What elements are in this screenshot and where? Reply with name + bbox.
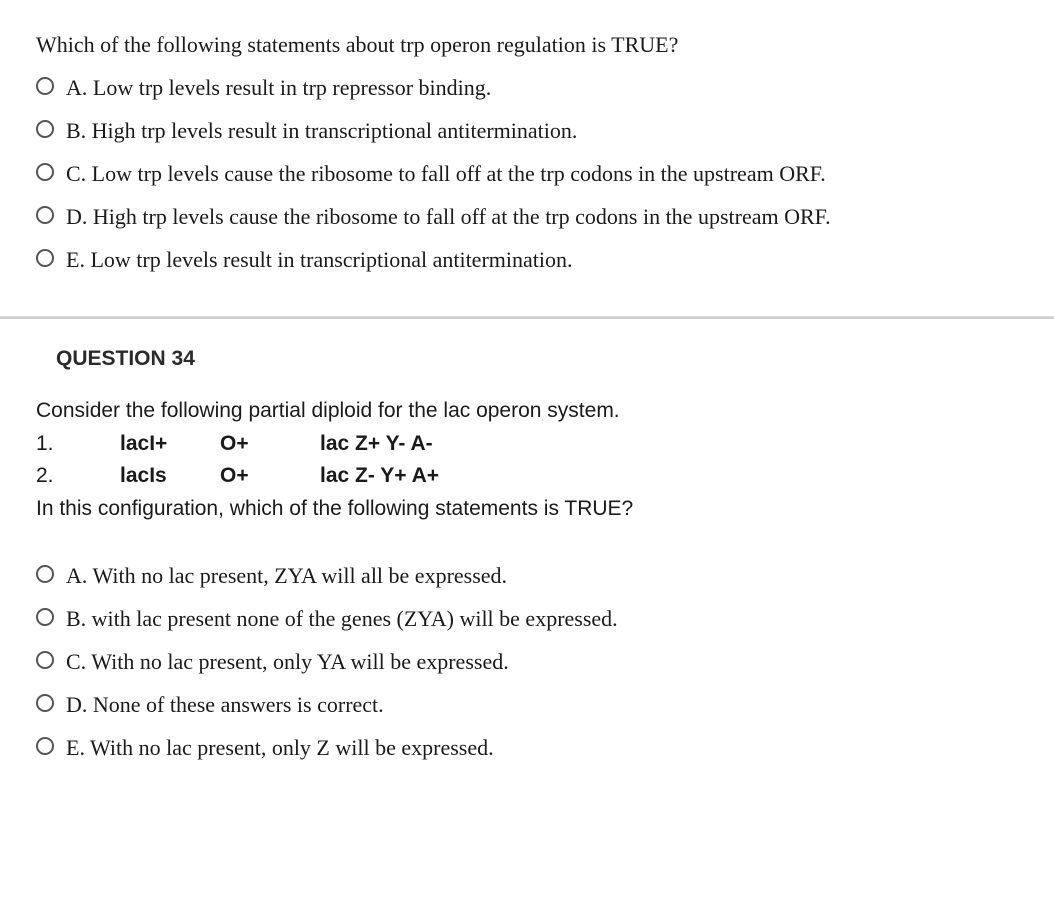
option-b[interactable]: B. with lac present none of the genes (Z… — [36, 602, 1018, 635]
question-header: QUESTION 34 — [56, 347, 1018, 371]
option-c[interactable]: C. With no lac present, only YA will be … — [36, 645, 1018, 678]
question-33: Which of the following statements about … — [36, 28, 1018, 276]
genotype-zya: lac Z- Y+ A+ — [320, 460, 459, 493]
question-34: QUESTION 34 Consider the following parti… — [36, 347, 1018, 764]
radio-icon[interactable] — [36, 120, 54, 138]
option-text: B. High trp levels result in transcripti… — [66, 114, 1018, 147]
question-intro: Consider the following partial diploid f… — [36, 395, 1018, 428]
genotype-o: O+ — [220, 460, 320, 493]
option-text: C. Low trp levels cause the ribosome to … — [66, 157, 1018, 190]
genotype-num: 1. — [36, 428, 120, 461]
options-list: A. Low trp levels result in trp represso… — [36, 71, 1018, 276]
option-text: E. With no lac present, only Z will be e… — [66, 731, 1018, 764]
option-text: A. With no lac present, ZYA will all be … — [66, 559, 1018, 592]
genotype-row: 1. lacI+ O+ lac Z+ Y- A- — [36, 428, 459, 461]
option-c[interactable]: C. Low trp levels cause the ribosome to … — [36, 157, 1018, 190]
radio-icon[interactable] — [36, 163, 54, 181]
genotype-o: O+ — [220, 428, 320, 461]
option-text: C. With no lac present, only YA will be … — [66, 645, 1018, 678]
radio-icon[interactable] — [36, 608, 54, 626]
option-b[interactable]: B. High trp levels result in transcripti… — [36, 114, 1018, 147]
radio-icon[interactable] — [36, 77, 54, 95]
genotype-laci: lacIs — [120, 460, 220, 493]
genotype-row: 2. lacIs O+ lac Z- Y+ A+ — [36, 460, 459, 493]
question-intro-block: Consider the following partial diploid f… — [36, 395, 1018, 525]
radio-icon[interactable] — [36, 565, 54, 583]
option-text: E. Low trp levels result in transcriptio… — [66, 243, 1018, 276]
radio-icon[interactable] — [36, 694, 54, 712]
genotype-laci: lacI+ — [120, 428, 220, 461]
radio-icon[interactable] — [36, 249, 54, 267]
section-divider — [0, 317, 1054, 319]
option-d[interactable]: D. High trp levels cause the ribosome to… — [36, 200, 1018, 233]
question-followup: In this configuration, which of the foll… — [36, 493, 1018, 526]
option-text: B. with lac present none of the genes (Z… — [66, 602, 1018, 635]
genotype-table: 1. lacI+ O+ lac Z+ Y- A- 2. lacIs O+ lac… — [36, 428, 459, 493]
option-e[interactable]: E. Low trp levels result in transcriptio… — [36, 243, 1018, 276]
page-root: Which of the following statements about … — [0, 0, 1054, 844]
option-text: D. None of these answers is correct. — [66, 688, 1018, 721]
option-text: D. High trp levels cause the ribosome to… — [66, 200, 1018, 233]
radio-icon[interactable] — [36, 206, 54, 224]
option-e[interactable]: E. With no lac present, only Z will be e… — [36, 731, 1018, 764]
option-d[interactable]: D. None of these answers is correct. — [36, 688, 1018, 721]
option-a[interactable]: A. With no lac present, ZYA will all be … — [36, 559, 1018, 592]
radio-icon[interactable] — [36, 737, 54, 755]
genotype-zya: lac Z+ Y- A- — [320, 428, 459, 461]
genotype-num: 2. — [36, 460, 120, 493]
radio-icon[interactable] — [36, 651, 54, 669]
option-a[interactable]: A. Low trp levels result in trp represso… — [36, 71, 1018, 104]
options-list: A. With no lac present, ZYA will all be … — [36, 559, 1018, 764]
question-stem: Which of the following statements about … — [36, 28, 1018, 61]
option-text: A. Low trp levels result in trp represso… — [66, 71, 1018, 104]
